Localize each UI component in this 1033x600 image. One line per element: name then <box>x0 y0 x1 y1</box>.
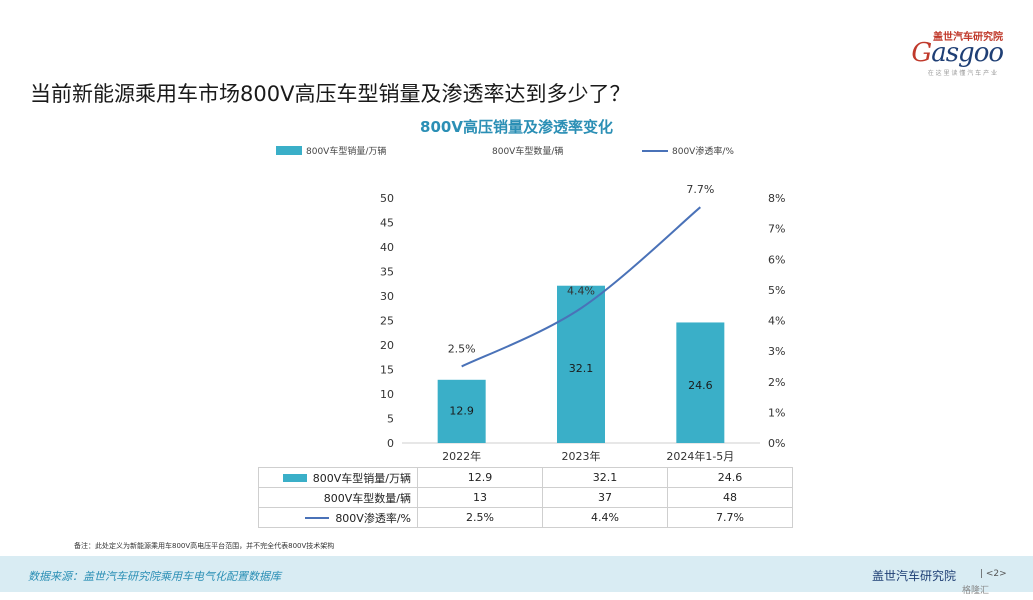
bar <box>557 285 605 443</box>
table-row-sales: 800V车型销量/万辆 12.9 32.1 24.6 <box>258 467 793 488</box>
bar <box>676 322 725 443</box>
legend-item-sales: 800V车型销量/万辆 <box>276 144 386 157</box>
y-left-tick-label: 10 <box>380 388 394 401</box>
chart-title: 800V高压销量及渗透率变化 <box>420 118 613 136</box>
bar-marker-icon <box>282 473 307 482</box>
y-left-tick-label: 25 <box>380 315 394 328</box>
table-cell: 48 <box>667 487 793 508</box>
table-cell: 32.1 <box>542 467 668 488</box>
logo-tagline: 在 这 里 读 懂 汽 车 产 业 <box>927 70 997 77</box>
x-tick-label: 2023年 <box>562 449 601 463</box>
table-cell: 24.6 <box>667 467 793 488</box>
x-tick-label: 2022年 <box>442 449 481 463</box>
legend-label-rate: 800V渗透率/% <box>672 147 734 157</box>
legend-item-count: 800V车型数量/辆 <box>492 144 563 157</box>
data-source: 数据来源：盖世汽车研究院乘用车电气化配置数据库 <box>28 570 281 583</box>
footnote: 备注：此处定义为新能源乘用车800V高电压平台范围，并不完全代表800V技术架构 <box>74 542 335 550</box>
table-cell: 4.4% <box>542 507 668 528</box>
page-headline: 当前新能源乘用车市场800V高压车型销量及渗透率达到多少了？ <box>30 82 631 106</box>
y-left-tick-label: 5 <box>387 413 394 426</box>
y-right-tick-label: 3% <box>768 345 785 358</box>
y-right-tick-label: 7% <box>768 223 785 236</box>
table-cell: 2.5% <box>417 507 543 528</box>
bar-data-label: 12.9 <box>449 405 474 418</box>
corner-watermark: 格隆汇 <box>962 586 990 596</box>
legend-label-count: 800V车型数量/辆 <box>492 147 564 157</box>
line-marker-icon <box>305 517 330 519</box>
line-data-label: 7.7% <box>686 183 714 196</box>
legend-label-sales: 800V车型销量/万辆 <box>306 147 387 157</box>
table-cell: 7.7% <box>667 507 793 528</box>
table-label-cell: 800V渗透率/% <box>258 507 418 528</box>
y-left-tick-label: 0 <box>387 437 394 450</box>
y-left-tick-label: 50 <box>380 192 394 205</box>
y-left-tick-label: 35 <box>380 266 394 279</box>
penetration-rate-line <box>461 206 701 368</box>
y-right-tick-label: 1% <box>768 406 785 419</box>
y-right-tick-label: 0% <box>768 437 785 450</box>
bar-data-label: 32.1 <box>569 362 594 375</box>
table-label-cell: 800V车型数量/辆 <box>258 487 418 508</box>
table-label-cell: 800V车型销量/万辆 <box>258 467 418 488</box>
y-right-tick-label: 2% <box>768 376 785 389</box>
bar <box>437 379 486 443</box>
y-left-tick-label: 40 <box>380 241 394 254</box>
table-cell: 37 <box>542 487 668 508</box>
footer-bar: 数据来源：盖世汽车研究院乘用车电气化配置数据库 盖世汽车研究院 | <2> <box>0 556 1033 592</box>
page-number: | <2> <box>980 569 1007 579</box>
table-row-count: 800V车型数量/辆 13 37 48 <box>258 487 793 508</box>
y-left-tick-label: 15 <box>380 364 394 377</box>
logo-top-text: 盖世汽车研究院 <box>933 32 1003 43</box>
data-table: 800V车型销量/万辆 12.9 32.1 24.6 800V车型数量/辆 13… <box>258 467 793 528</box>
legend-line-swatch <box>642 149 668 152</box>
legend-bar-swatch <box>276 146 302 155</box>
footer-org: 盖世汽车研究院 <box>872 569 957 583</box>
y-left-tick-label: 20 <box>380 339 394 352</box>
line-data-label: 4.4% <box>567 284 595 297</box>
y-left-tick-label: 45 <box>380 217 394 230</box>
y-right-tick-label: 4% <box>768 315 785 328</box>
legend-item-rate: 800V渗透率/% <box>642 144 734 157</box>
table-row-rate: 800V渗透率/% 2.5% 4.4% 7.7% <box>258 507 793 528</box>
x-tick-label: 2024年1-5月 <box>666 449 734 463</box>
table-cell: 12.9 <box>417 467 543 488</box>
table-cell: 13 <box>417 487 543 508</box>
line-data-label: 2.5% <box>448 342 476 355</box>
y-right-tick-label: 5% <box>768 284 785 297</box>
logo-wordmark: Gasgoo <box>911 38 1004 68</box>
y-right-tick-label: 6% <box>768 253 785 266</box>
gasgoo-logo: 盖世汽车研究院 Gasgoo 在 这 里 读 懂 汽 车 产 业 <box>893 28 1004 78</box>
bar-data-label: 24.6 <box>688 379 713 392</box>
y-left-tick-label: 30 <box>380 290 394 303</box>
y-right-tick-label: 8% <box>768 192 785 205</box>
